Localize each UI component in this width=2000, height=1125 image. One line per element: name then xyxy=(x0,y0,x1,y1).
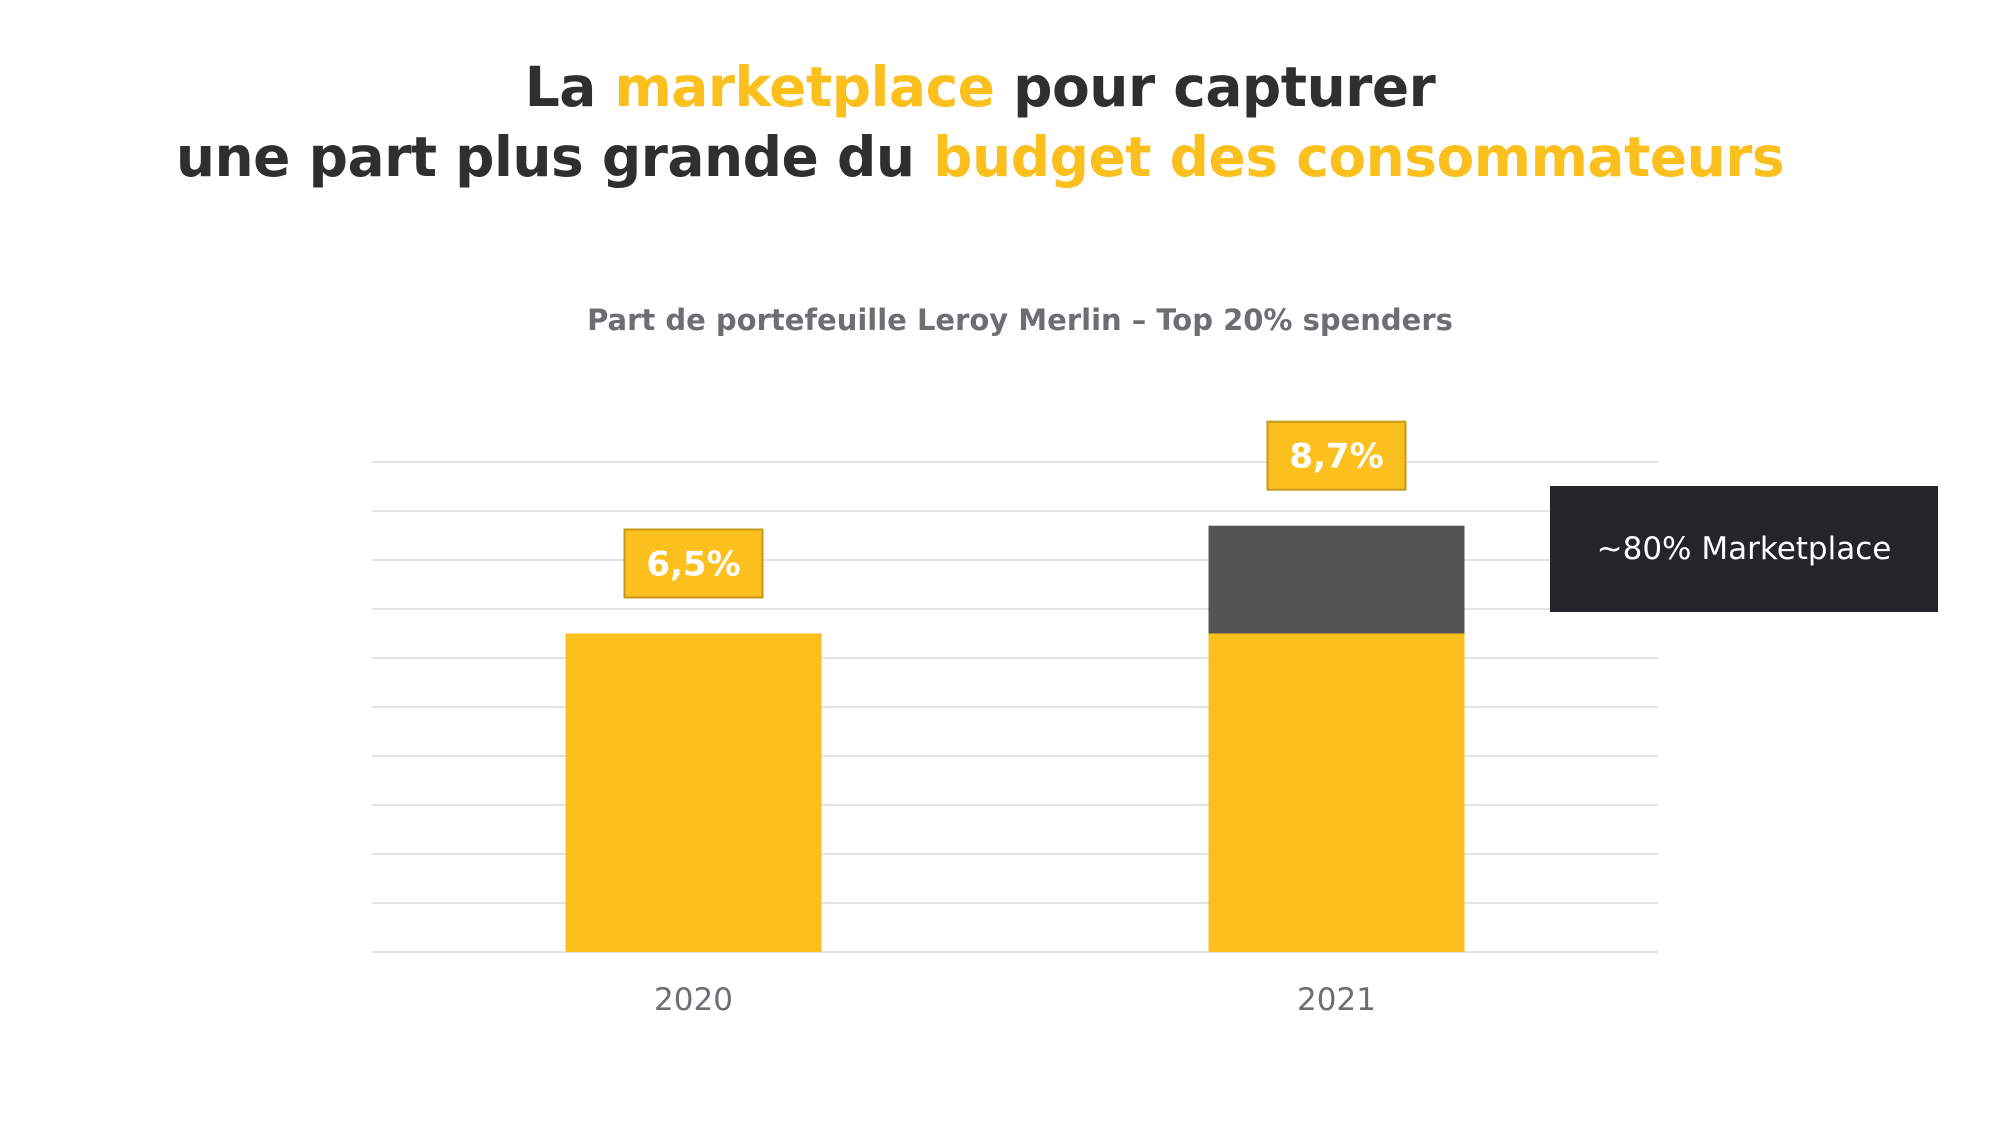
title-part: pour capturer xyxy=(994,55,1436,119)
gridlines xyxy=(372,461,1658,953)
title-line-2: une part plus grande du budget des conso… xyxy=(0,122,1960,192)
bar-2021-base xyxy=(1208,633,1465,952)
title-line-1: La marketplace pour capturer xyxy=(0,52,1960,122)
x-axis-ticks: 2020 2021 xyxy=(654,982,1376,1018)
x-tick-label: 2021 xyxy=(1297,982,1376,1018)
data-label-text: 6,5% xyxy=(646,545,740,585)
chart-title: Part de portefeuille Leroy Merlin – Top … xyxy=(587,303,1453,337)
data-labels: 6,5% 8,7% xyxy=(623,420,1407,599)
title-part: La xyxy=(524,55,615,119)
bar-2020-base xyxy=(565,633,822,952)
data-label-2020: 6,5% xyxy=(623,528,764,599)
marketplace-callout: ~80% Marketplace xyxy=(1550,486,1938,612)
page-title: La marketplace pour capturer une part pl… xyxy=(0,52,1960,192)
data-label-box xyxy=(1266,420,1407,491)
title-highlight: marketplace xyxy=(614,55,995,119)
title-highlight: budget des consommateurs xyxy=(933,125,1785,189)
x-tick-label: 2020 xyxy=(654,982,733,1018)
data-label-text: 8,7% xyxy=(1289,437,1383,477)
data-label-2021: 8,7% xyxy=(1266,420,1407,491)
data-label-box xyxy=(623,528,764,599)
callout-text: ~80% Marketplace xyxy=(1596,531,1892,567)
bar-2021-marketplace xyxy=(1208,525,1465,634)
title-part: une part plus grande du xyxy=(175,125,934,189)
bars xyxy=(565,525,1465,952)
